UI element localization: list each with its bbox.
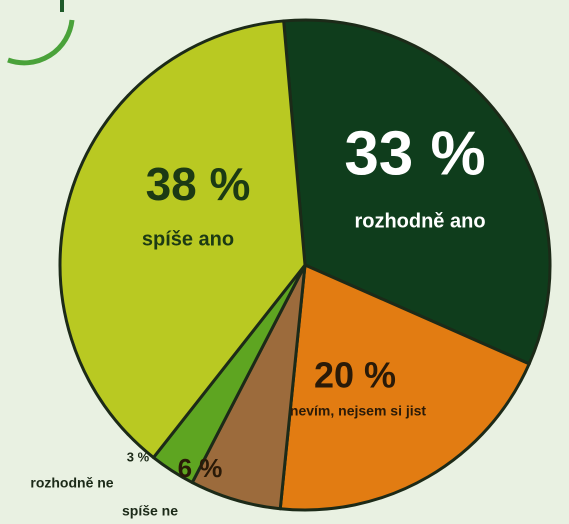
- value-label: 38 %: [146, 158, 251, 210]
- category-label: rozhodně ne: [30, 475, 113, 491]
- category-label: spíše ne: [122, 503, 178, 519]
- category-label: rozhodně ano: [354, 210, 485, 232]
- pie-slice: [58, 19, 307, 460]
- value-label: 20 %: [314, 355, 396, 396]
- labels: 33 % rozhodně ano 20 % nevím, nejsem si jis…: [30, 119, 485, 518]
- category-label: spíše ano: [142, 228, 234, 250]
- pie: [58, 18, 552, 512]
- value-label: 6 %: [178, 453, 223, 483]
- pie-slice: [282, 18, 552, 366]
- pie-slice: [278, 263, 531, 512]
- value-label: 33 %: [344, 119, 485, 188]
- category-label: nevím, nejsem si jist: [290, 403, 427, 419]
- value-label: 3 %: [127, 449, 150, 464]
- logo-arc: [7, 19, 75, 66]
